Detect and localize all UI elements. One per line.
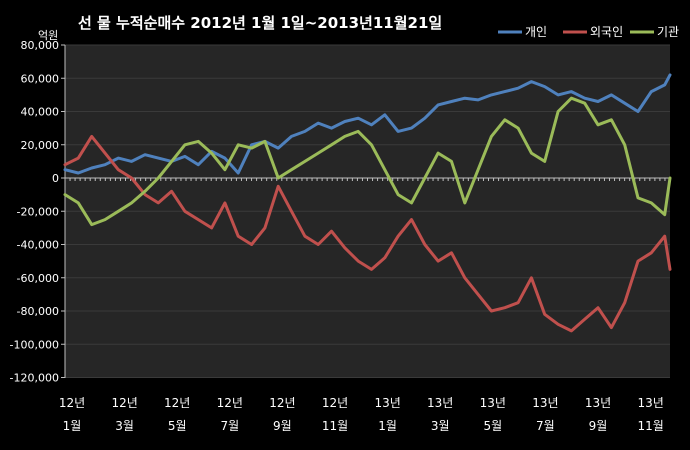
- x-tick-label-month: 7월: [536, 419, 555, 433]
- chart-title: 선 물 누적순매수 2012년 1월 1일~2013년11월21일: [78, 14, 442, 32]
- y-tick-label: -60,000: [17, 272, 59, 285]
- y-tick-label: -20,000: [17, 205, 59, 218]
- x-tick-label-year: 13년: [532, 396, 558, 410]
- legend-label: 개인: [525, 25, 547, 39]
- series-line-기관: [63, 96, 672, 227]
- x-tick-label-year: 13년: [374, 396, 400, 410]
- x-tick-label-month: 5월: [483, 419, 502, 433]
- x-tick-label-month: 1월: [378, 419, 397, 433]
- x-tick-label-year: 13년: [585, 396, 611, 410]
- x-tick-label-month: 9월: [589, 419, 608, 433]
- y-tick-labels: 80,000 60,000 40,000 20,000 0 -20,000 -40,000 -…: [10, 39, 59, 385]
- x-tick-label-year: 12년: [59, 396, 85, 410]
- x-tick-label-year: 12년: [269, 396, 295, 410]
- axes: [61, 44, 671, 378]
- y-tick-label: -80,000: [17, 305, 59, 318]
- x-tick-label-month: 3월: [115, 419, 134, 433]
- y-axis-label: 억원: [38, 29, 58, 42]
- y-tick-label: 40,000: [21, 106, 60, 119]
- x-tick-label-year: 13년: [637, 396, 663, 410]
- x-tick-labels: 12년 1월 12년 3월 12년 5월 12년 7월 12년 9월 12년 11월 13년 1월 13년 3…: [59, 396, 664, 433]
- y-tick-label: -40,000: [17, 239, 59, 252]
- x-tick-label-year: 13년: [480, 396, 506, 410]
- x-tick-label-year: 12년: [111, 396, 137, 410]
- y-tick-label: -120,000: [10, 372, 59, 385]
- y-tick-label: 0: [52, 172, 59, 185]
- x-tick-label-year: 12년: [217, 396, 243, 410]
- y-tick-label: 20,000: [21, 139, 60, 152]
- y-tick-label: 80,000: [21, 39, 60, 52]
- legend-label: 기관: [657, 25, 679, 39]
- gridlines: [65, 44, 670, 378]
- legend-label: 외국인: [590, 25, 623, 39]
- x-tick-label-month: 7월: [220, 419, 239, 433]
- series-line-외국인: [63, 134, 672, 333]
- x-tick-label-year: 13년: [427, 396, 453, 410]
- x-tick-label-year: 12년: [164, 396, 190, 410]
- x-tick-label-month: 11월: [637, 419, 663, 433]
- x-tick-label-month: 3월: [431, 419, 450, 433]
- x-tick-label-month: 1월: [63, 419, 82, 433]
- x-tick-label-month: 5월: [168, 419, 187, 433]
- legend: 개인 외국인 기관: [498, 25, 679, 39]
- x-tick-label-year: 12년: [322, 396, 348, 410]
- series-line-개인: [63, 73, 672, 175]
- y-tick-label: -100,000: [10, 338, 59, 351]
- series-lines: [63, 73, 672, 333]
- x-tick-label-month: 11월: [322, 419, 348, 433]
- y-tick-label: 60,000: [21, 72, 60, 85]
- x-tick-label-month: 9월: [273, 419, 292, 433]
